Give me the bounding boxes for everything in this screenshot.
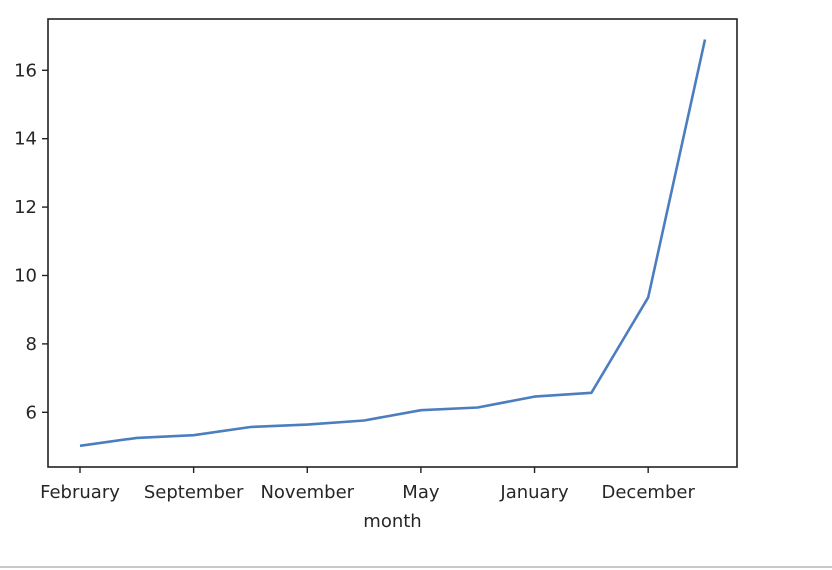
x-tick-label: December	[602, 482, 696, 503]
series-line	[79, 39, 707, 448]
x-axis-title: month	[363, 511, 421, 532]
x-tick-label: February	[40, 482, 120, 503]
x-tick-label: September	[144, 482, 244, 503]
y-tick-label: 10	[14, 265, 37, 286]
x-axis: February September November May January Decem…	[40, 467, 695, 503]
y-tick-label: 6	[26, 402, 37, 423]
y-axis: 6 8 10 12 14 16	[14, 60, 48, 423]
plot-frame	[47, 18, 738, 468]
y-tick-label: 12	[14, 197, 37, 218]
bottom-divider	[0, 566, 832, 568]
y-tick-label: 8	[26, 334, 37, 355]
y-tick-label: 16	[14, 60, 37, 81]
y-tick-label: 14	[14, 129, 37, 150]
x-tick-label: January	[499, 482, 569, 503]
x-tick-label: November	[260, 482, 354, 503]
x-tick-label: May	[402, 482, 440, 503]
